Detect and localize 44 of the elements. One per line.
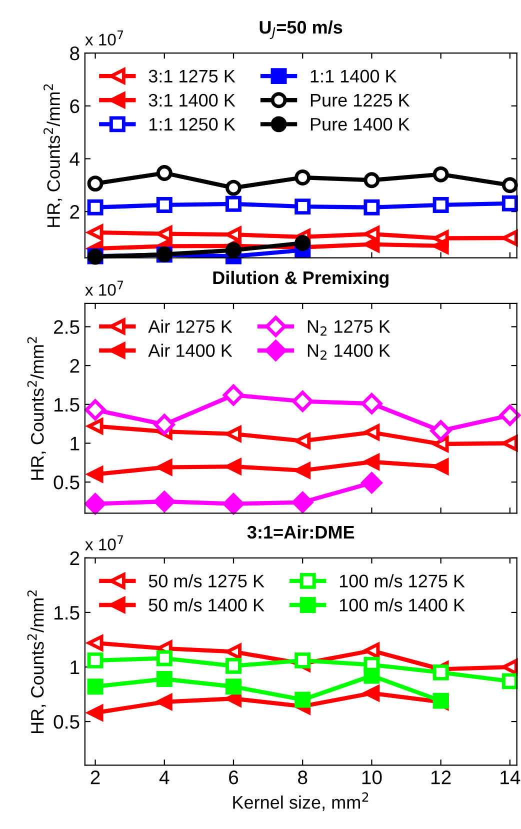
legend-label: 50 m/s 1400 K [148, 598, 264, 612]
y-axis-title: HR, Counts$^{2}$/mm$^{2}$ [27, 590, 46, 734]
x-tick-label: 6 [229, 770, 238, 784]
y-axis-title: HR, Counts$^{2}$/mm$^{2}$ [27, 337, 46, 480]
y-tick-label: 8 [70, 46, 80, 60]
legend-label: 100 m/s 1275 K [340, 574, 465, 588]
x-tick-label: 8 [298, 770, 308, 784]
x-tick-label: 10 [362, 770, 382, 784]
text: x 10$^{7}$ [85, 535, 124, 550]
legend-label: 3:1 1400 K [148, 94, 236, 107]
chart-title: U$_{J}$=50 m/s [260, 20, 342, 40]
y-tick-label: 1 [70, 436, 80, 450]
y-tick-label: 2.5 [54, 320, 80, 334]
legend-label: N$_{2}$ 1400 K [308, 344, 390, 360]
text: x 10$^{7}$ [85, 30, 124, 46]
legend-label: Air 1400 K [148, 344, 232, 357]
legend-label: 1:1 1250 K [149, 118, 236, 131]
y-tick-label: 0.5 [54, 476, 80, 490]
y-tick-label: 1.5 [54, 398, 80, 412]
chart-title: Dilution & Premixing [213, 270, 388, 288]
y-tick-label: 4 [70, 152, 80, 166]
legend-label: 50 m/s 1275 K [148, 574, 264, 588]
y-tick-label: 0.5 [54, 715, 80, 729]
x-tick-label: 2 [90, 770, 100, 784]
y-tick-label: 1.5 [54, 606, 80, 620]
y-tick-label: 1 [70, 660, 80, 674]
x-axis-title: Kernel size, mm$^{2}$ [233, 792, 368, 811]
chart-title: 3:1=Air:DME [247, 525, 354, 539]
legend-label: Pure 1225 K [310, 94, 410, 107]
legend-label: Pure 1400 K [310, 118, 410, 131]
x-tick-label: 12 [431, 770, 451, 784]
legend-label: 100 m/s 1400 K [340, 598, 465, 612]
y-tick-label: 2 [70, 551, 80, 565]
legend-label: 1:1 1400 K [310, 70, 397, 83]
legend-label: 3:1 1275 K [148, 70, 236, 83]
x-tick-label: 4 [159, 770, 170, 784]
x-tick-label: 14 [500, 770, 520, 784]
y-tick-label: 6 [70, 99, 80, 114]
y-tick-label: 2 [70, 359, 80, 373]
y-tick-label: 2 [70, 205, 80, 219]
y-axis-title: HR, Counts$^{2}$/mm$^{2}$ [44, 84, 62, 227]
legend-label: Air 1275 K [148, 320, 232, 333]
text: x 10$^{7}$ [85, 280, 124, 296]
legend-label: N$_{2}$ 1275 K [308, 320, 390, 336]
